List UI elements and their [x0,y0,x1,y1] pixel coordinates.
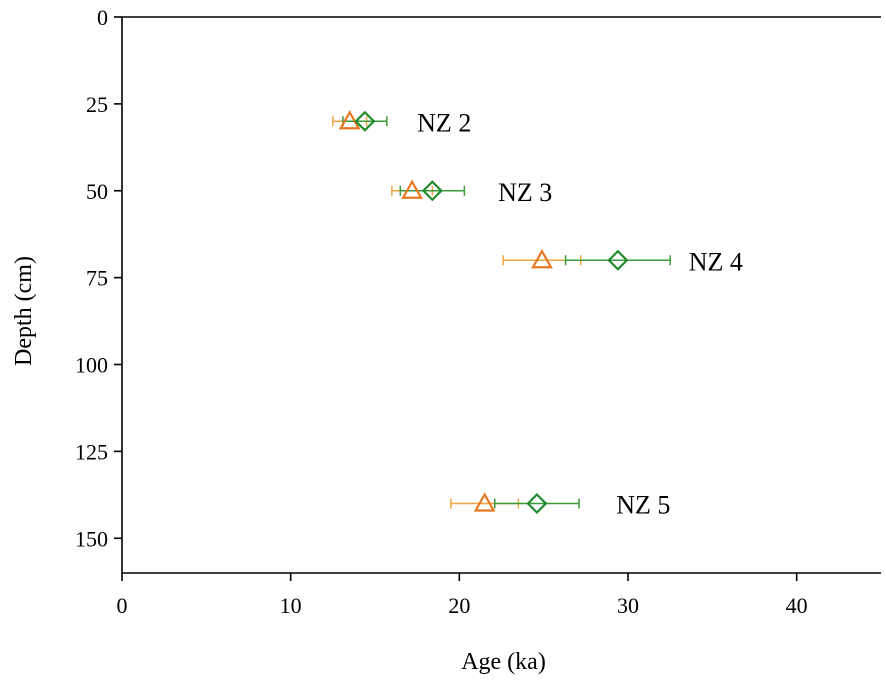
x-tick-label: 0 [117,593,128,618]
plot-frame [121,16,881,574]
y-axis-title: Depth (cm) [11,256,37,366]
y-tick-label: 75 [86,266,108,291]
x-tick-label: 30 [617,593,639,618]
triangle-marker [531,249,553,269]
y-axis-ticks: 0 25 50 75 100 125 150 [75,5,122,551]
x-tick-label: 10 [280,593,302,618]
diamond-marker [421,180,443,202]
y-tick-label: 0 [97,5,108,30]
sample-label: NZ 4 [689,247,743,276]
x-tick-label: 40 [786,593,808,618]
triangle-marker [473,492,496,512]
sample-labels: NZ 2 NZ 3 NZ 4 NZ 5 [417,108,743,519]
x-axis-title: Age (ka) [461,649,546,675]
sample-label: NZ 2 [417,108,471,137]
x-tick-label: 20 [448,593,470,618]
y-tick-label: 100 [75,353,108,378]
y-tick-label: 25 [86,92,108,117]
y-tick-label: 150 [75,526,108,551]
error-bars [332,116,671,509]
triangle-marker [401,179,423,199]
diamond-marker [526,492,548,515]
sample-label: NZ 3 [498,178,552,207]
triangle-marker [338,110,361,130]
data-markers [338,110,629,515]
y-tick-label: 50 [86,179,108,204]
diamond-marker [607,249,629,271]
sample-label: NZ 5 [616,491,670,520]
x-axis-ticks: 0 10 20 30 40 [117,573,808,618]
diamond-marker [354,110,376,132]
y-tick-label: 125 [75,439,108,464]
